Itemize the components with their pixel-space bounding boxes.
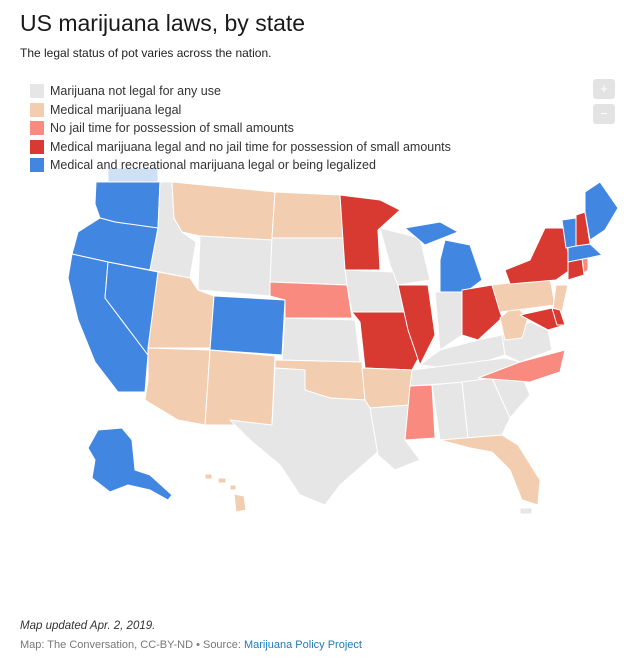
source-link[interactable]: Marijuana Policy Project bbox=[243, 639, 362, 651]
state-montana bbox=[171, 181, 276, 241]
legend-label: Medical marijuana legal and no jail time… bbox=[50, 139, 451, 154]
legend-swatch bbox=[30, 139, 44, 154]
credit-text: Map: The Conversation, CC-BY-ND • Source… bbox=[20, 639, 244, 651]
state-south-dakota bbox=[269, 237, 348, 286]
state-michigan-upper bbox=[404, 221, 459, 246]
zoom-in-button[interactable]: + bbox=[593, 79, 615, 99]
map-credit: Map: The Conversation, CC-BY-ND • Source… bbox=[20, 639, 362, 651]
state-ohio bbox=[461, 284, 503, 341]
state-michigan bbox=[439, 239, 483, 296]
state-kansas bbox=[281, 317, 361, 363]
state-north-dakota bbox=[271, 191, 346, 239]
territory-puerto-rico bbox=[519, 507, 533, 515]
map-legend: Marijuana not legal for any use Medical … bbox=[30, 82, 451, 175]
legend-swatch bbox=[30, 121, 44, 136]
state-florida bbox=[439, 434, 541, 506]
state-hawaii-1 bbox=[204, 473, 213, 480]
legend-label: Marijuana not legal for any use bbox=[50, 84, 221, 99]
state-hawaii-3 bbox=[229, 484, 237, 491]
legend-label: Medical marijuana legal bbox=[50, 102, 182, 117]
legend-label: Medical and recreational marijuana legal… bbox=[50, 158, 376, 173]
legend-swatch bbox=[30, 84, 44, 99]
state-indiana bbox=[434, 291, 463, 351]
state-new-york bbox=[504, 227, 571, 285]
state-hawaii-2 bbox=[217, 477, 227, 484]
state-mississippi bbox=[404, 384, 436, 441]
legend-swatch bbox=[30, 102, 44, 117]
state-wisconsin bbox=[379, 227, 431, 286]
state-arkansas bbox=[361, 367, 413, 409]
legend-item-medical-no-jail: Medical marijuana legal and no jail time… bbox=[30, 138, 451, 157]
legend-item-no-jail: No jail time for possession of small amo… bbox=[30, 119, 451, 138]
legend-item-medical: Medical marijuana legal bbox=[30, 101, 451, 120]
state-north-carolina bbox=[477, 349, 566, 383]
state-new-jersey bbox=[552, 284, 569, 313]
state-alaska bbox=[87, 427, 173, 501]
state-colorado bbox=[209, 295, 286, 356]
state-arizona bbox=[144, 347, 211, 426]
state-new-hampshire bbox=[575, 211, 591, 247]
state-delaware bbox=[551, 307, 566, 326]
zoom-out-button[interactable]: − bbox=[593, 104, 615, 124]
state-new-mexico bbox=[204, 349, 276, 426]
legend-label: No jail time for possession of small amo… bbox=[50, 121, 294, 136]
state-hawaii-4 bbox=[233, 493, 247, 513]
state-maine bbox=[584, 181, 619, 241]
page-subtitle: The legal status of pot varies across th… bbox=[20, 46, 272, 60]
legend-swatch bbox=[30, 158, 44, 173]
state-illinois bbox=[397, 284, 436, 366]
legend-item-recreational: Medical and recreational marijuana legal… bbox=[30, 156, 451, 175]
state-texas bbox=[229, 367, 381, 506]
legend-item-not-legal: Marijuana not legal for any use bbox=[30, 82, 451, 101]
map-updated-note: Map updated Apr. 2, 2019. bbox=[20, 620, 156, 632]
state-wyoming bbox=[197, 235, 273, 297]
page-title: US marijuana laws, by state bbox=[20, 10, 306, 36]
